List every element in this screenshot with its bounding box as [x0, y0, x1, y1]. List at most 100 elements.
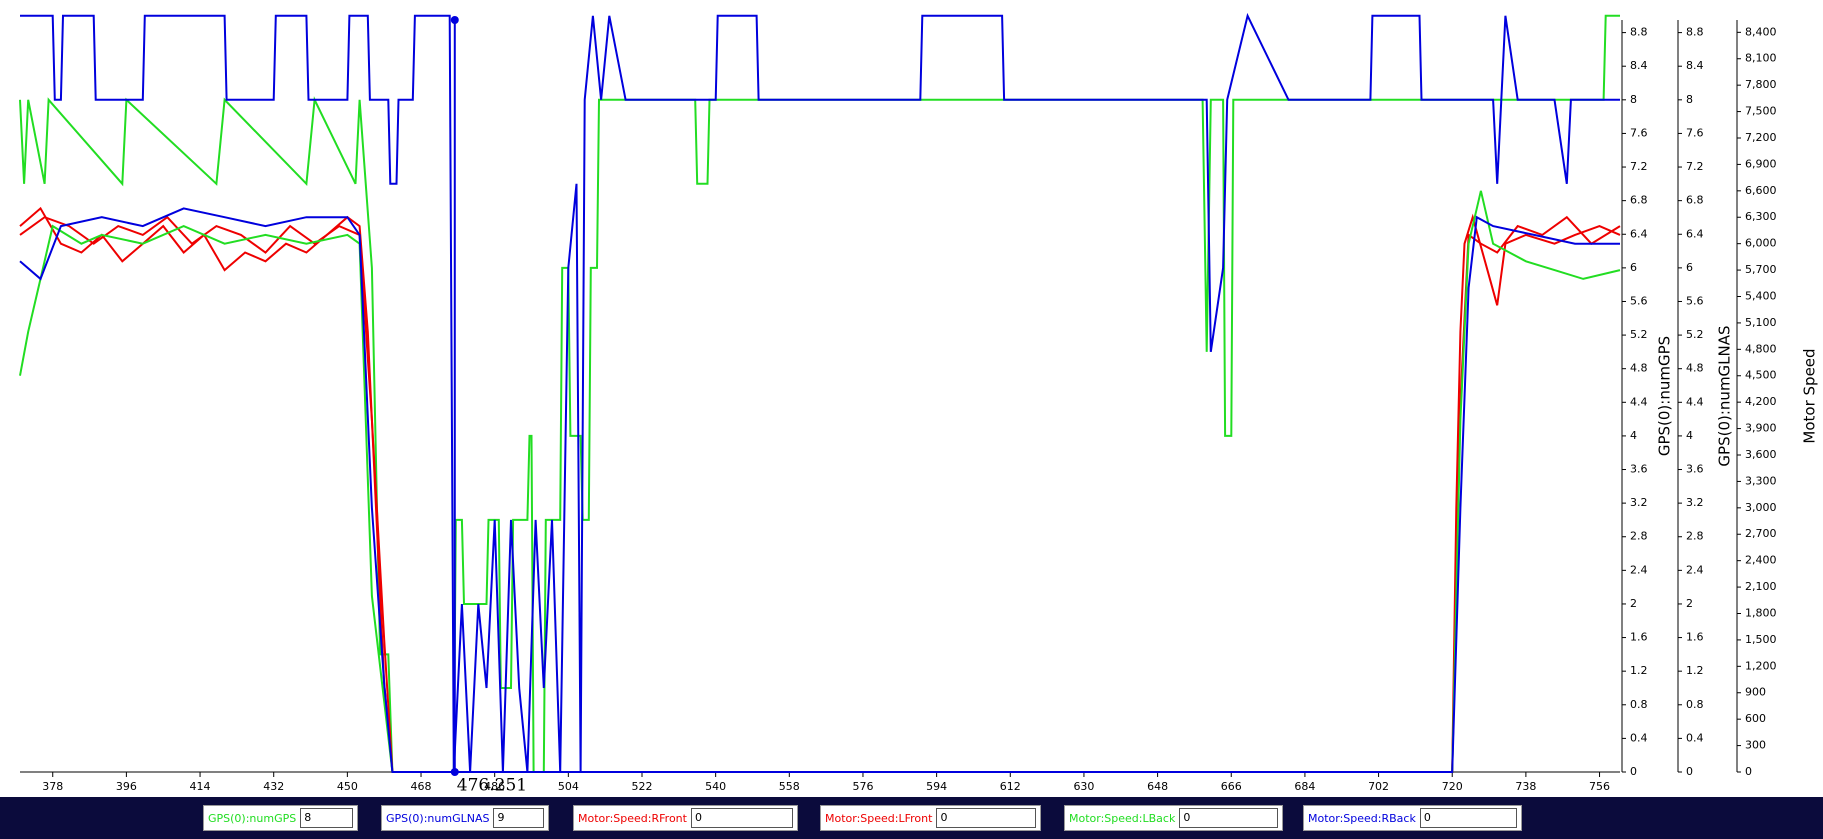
y-tick-label: 7.2 [1630, 160, 1648, 173]
y-tick-label: 7.6 [1630, 126, 1648, 139]
y-tick-label: 2.8 [1630, 530, 1648, 543]
y-tick-label: 0.8 [1630, 698, 1648, 711]
y-tick-label: 8,100 [1745, 52, 1777, 65]
y-tick-label: 7.6 [1686, 126, 1704, 139]
y-tick-label: 5.2 [1630, 328, 1648, 341]
y-tick-label: 6.4 [1686, 227, 1704, 240]
y-tick-label: 2,100 [1745, 580, 1777, 593]
y-tick-label: 6.8 [1630, 194, 1648, 207]
x-tick-label: 666 [1221, 780, 1242, 793]
y-tick-label: 5.2 [1686, 328, 1704, 341]
y-tick-label: 2.8 [1686, 530, 1704, 543]
x-tick-label: 504 [558, 780, 579, 793]
y-tick-label: 3,600 [1745, 448, 1777, 461]
y-tick-label: 900 [1745, 686, 1766, 699]
cursor-dot [450, 768, 459, 776]
x-tick-label: 612 [1000, 780, 1021, 793]
y-tick-label: 4 [1686, 429, 1693, 442]
x-tick-label: 720 [1442, 780, 1463, 793]
y-tick-label: 0 [1686, 765, 1693, 778]
x-tick-label: 432 [263, 780, 284, 793]
y-tick-label: 2 [1686, 597, 1693, 610]
legend-value[interactable]: 8 [300, 808, 353, 828]
x-tick-label: 540 [705, 780, 726, 793]
legend-item: Motor:Speed:RFront 0 [573, 805, 798, 831]
legend-item: GPS(0):numGLNAS 9 [381, 805, 549, 831]
legend-label: Motor:Speed:LBack [1069, 811, 1176, 825]
x-tick-label: 414 [190, 780, 211, 793]
legend-value[interactable]: 0 [1179, 808, 1278, 828]
y-tick-label: 1,800 [1745, 606, 1777, 619]
y-axis-title: GPS(0):numGLNAS [1716, 325, 1734, 466]
legend-label: GPS(0):numGPS [208, 811, 297, 825]
y-tick-label: 1.6 [1630, 631, 1648, 644]
y-tick-label: 5,700 [1745, 263, 1777, 276]
y-tick-label: 2,400 [1745, 554, 1777, 567]
y-tick-label: 4.8 [1630, 362, 1648, 375]
y-tick-label: 5.6 [1630, 294, 1648, 307]
x-tick-label: 738 [1515, 780, 1536, 793]
series-line [19, 14, 1620, 773]
y-tick-label: 0.4 [1686, 731, 1704, 744]
x-tick-label: 396 [116, 780, 137, 793]
series-line [20, 12, 1620, 773]
y-axis-title: GPS(0):numGPS [1656, 336, 1674, 456]
legend-label: GPS(0):numGLNAS [386, 811, 490, 825]
legend-item: Motor:Speed:LFront 0 [820, 805, 1041, 831]
y-tick-label: 6.4 [1630, 227, 1648, 240]
y-tick-label: 6.8 [1686, 194, 1704, 207]
y-tick-label: 4 [1630, 429, 1637, 442]
legend-bar: GPS(0):numGPS 8 GPS(0):numGLNAS 9 Motor:Spee… [0, 797, 1823, 839]
y-tick-label: 6,900 [1745, 157, 1777, 170]
y-tick-label: 1.2 [1630, 664, 1648, 677]
x-tick-label: 684 [1294, 780, 1315, 793]
y-tick-label: 1.6 [1686, 631, 1704, 644]
y-tick-label: 5,400 [1745, 289, 1777, 302]
y-tick-label: 2.4 [1686, 563, 1704, 576]
y-tick-label: 3,300 [1745, 474, 1777, 487]
y-tick-label: 8 [1686, 93, 1693, 106]
legend-label: Motor:Speed:LFront [825, 811, 933, 825]
y-tick-label: 4.4 [1630, 395, 1648, 408]
y-tick-label: 1,200 [1745, 659, 1777, 672]
y-tick-label: 8.8 [1630, 26, 1648, 39]
y-tick-label: 2 [1630, 597, 1637, 610]
y-tick-label: 8,400 [1745, 25, 1777, 38]
series-line [19, 215, 1621, 773]
legend-value[interactable]: 9 [493, 808, 544, 828]
x-tick-label: 630 [1073, 780, 1094, 793]
y-tick-label: 5.6 [1686, 294, 1704, 307]
legend-item: Motor:Speed:LBack 0 [1064, 805, 1283, 831]
y-tick-label: 0.4 [1630, 731, 1648, 744]
y-tick-label: 3.6 [1686, 463, 1704, 476]
y-tick-label: 300 [1745, 739, 1766, 752]
x-tick-label: 468 [411, 780, 432, 793]
x-tick-label: 594 [926, 780, 947, 793]
series-line [19, 190, 1621, 773]
x-tick-label: 648 [1147, 780, 1168, 793]
y-tick-label: 0.8 [1686, 698, 1704, 711]
legend-value[interactable]: 0 [1419, 808, 1517, 828]
x-tick-label: 450 [337, 780, 358, 793]
x-tick-label: 486 [484, 780, 505, 793]
series-line [19, 207, 1620, 773]
legend-item: Motor:Speed:RBack 0 [1303, 805, 1522, 831]
y-tick-label: 6 [1686, 261, 1693, 274]
y-tick-label: 1.2 [1686, 664, 1704, 677]
y-tick-label: 0 [1630, 765, 1637, 778]
y-tick-label: 2,700 [1745, 527, 1777, 540]
y-tick-label: 6 [1630, 261, 1637, 274]
legend-value[interactable]: 0 [936, 808, 1036, 828]
y-tick-label: 600 [1745, 712, 1766, 725]
legend-value[interactable]: 0 [690, 808, 793, 828]
y-tick-label: 5,100 [1745, 316, 1777, 329]
y-tick-label: 7,800 [1745, 78, 1777, 91]
x-tick-label: 702 [1368, 780, 1389, 793]
y-tick-label: 6,600 [1745, 184, 1777, 197]
y-tick-label: 4,800 [1745, 342, 1777, 355]
series-line [19, 206, 1621, 773]
y-tick-label: 7,200 [1745, 131, 1777, 144]
y-axis-title: Motor Speed [1801, 348, 1819, 443]
chart: 378 396 414 432 450 468 486 504 522 540 558 576 594 6… [19, 12, 1819, 796]
